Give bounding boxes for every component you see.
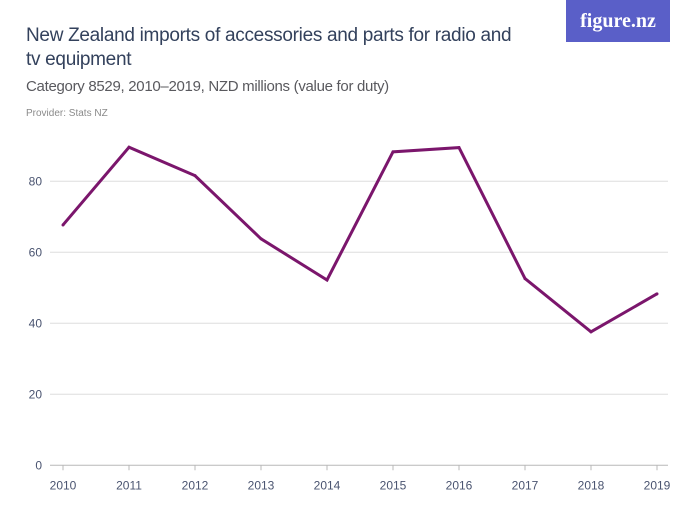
data-point [523, 277, 527, 281]
data-point [457, 146, 461, 150]
provider-label: Provider: Stats NZ [26, 108, 108, 119]
figure-nz-logo[interactable]: figure.nz [566, 0, 670, 42]
data-point [391, 150, 395, 154]
y-tick-label: 60 [29, 245, 43, 259]
x-tick-label: 2012 [182, 478, 209, 492]
x-tick-label: 2018 [578, 478, 605, 492]
y-tick-label: 40 [29, 316, 43, 330]
chart-subtitle: Category 8529, 2010–2019, NZD millions (… [26, 78, 389, 95]
data-point [589, 330, 593, 334]
x-tick-label: 2017 [512, 478, 539, 492]
x-tick-label: 2010 [50, 478, 77, 492]
x-tick-label: 2014 [314, 478, 341, 492]
x-tick-label: 2019 [644, 478, 671, 492]
data-point [655, 292, 659, 296]
x-tick-label: 2015 [380, 478, 407, 492]
x-tick-label: 2016 [446, 478, 473, 492]
y-tick-label: 20 [29, 387, 43, 401]
data-point [61, 223, 65, 227]
x-tick-label: 2013 [248, 478, 275, 492]
data-point [193, 174, 197, 178]
data-point [127, 145, 131, 149]
y-tick-label: 0 [35, 458, 42, 472]
y-tick-label: 80 [29, 174, 43, 188]
chart-title: New Zealand imports of accessories and p… [26, 25, 512, 70]
data-point [259, 237, 263, 241]
data-point [325, 278, 329, 282]
x-tick-label: 2011 [116, 478, 142, 492]
series-line [61, 145, 658, 334]
